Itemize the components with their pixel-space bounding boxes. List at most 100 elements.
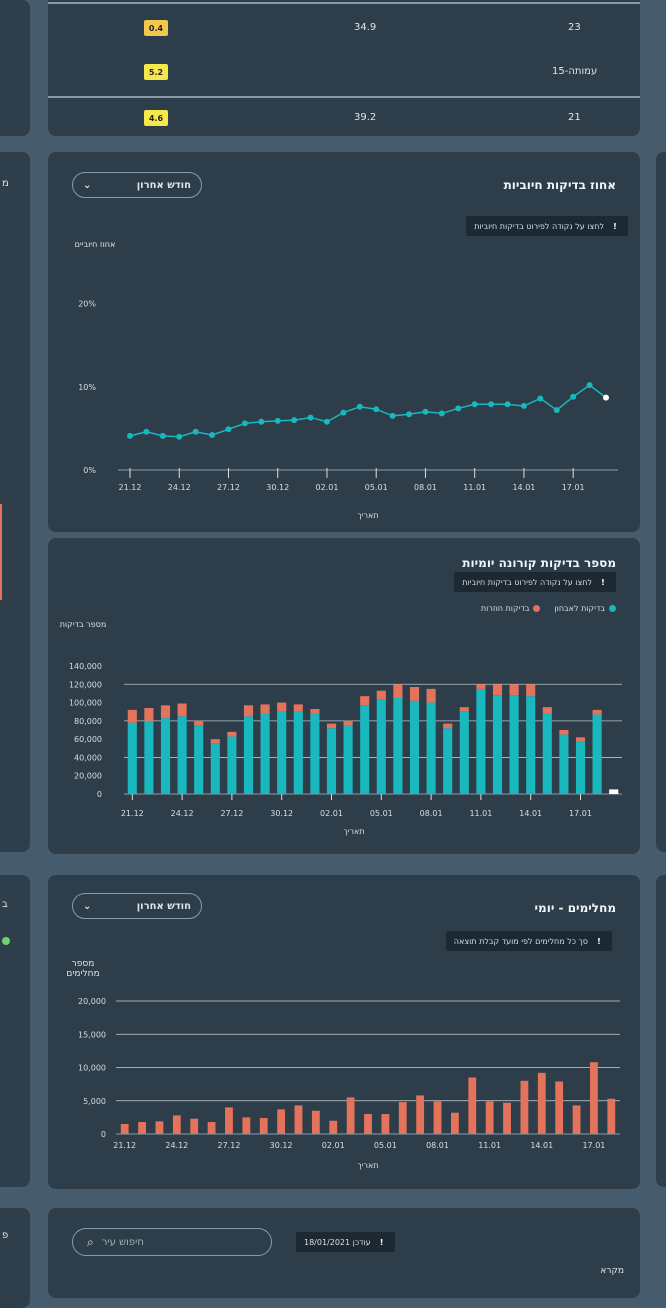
data-point — [356, 403, 363, 410]
search-placeholder: חיפוש עיר — [101, 1236, 144, 1248]
positive-chart-panel: אחוז בדיקות חיוביות חודש אחרון ⌄ ! לחצו … — [48, 152, 640, 532]
bar — [207, 1122, 216, 1134]
x-tick-label: 11.01 — [478, 1141, 501, 1150]
bar-primary — [476, 688, 486, 794]
bar — [346, 1097, 355, 1134]
bar — [311, 1110, 320, 1134]
hosp-chart-note: ! סך כל מחלימים לפי מועד קבלת תוצאה — [445, 931, 612, 951]
dropdown-label: חודש אחרון — [136, 900, 191, 912]
bar — [294, 1105, 303, 1134]
right-edge-panel — [656, 152, 666, 852]
positive-line-chart: 0% 10% 20% 21.12 24.12 27.12 30.12 02.01 05.01 08… — [78, 300, 618, 520]
bar — [190, 1118, 199, 1134]
bar-secondary — [376, 690, 386, 700]
period-dropdown[interactable]: חודש אחרון ⌄ — [72, 893, 202, 919]
data-point — [586, 382, 593, 389]
bar-primary — [542, 713, 552, 794]
bar — [398, 1102, 407, 1134]
legend: בדיקות לאבחון בדיקות חוזרות — [481, 604, 616, 613]
bar-secondary — [260, 704, 270, 714]
hosp-chart-title: מחלימים - יומי — [534, 901, 617, 915]
city-search-input[interactable]: חיפוש עיר ⌕ — [72, 1228, 272, 1256]
badge: 0.4 — [144, 20, 168, 36]
y-tick-label: 0 — [101, 1130, 106, 1139]
data-point — [438, 410, 445, 417]
x-tick-label: 30.12 — [270, 809, 293, 818]
x-tick-label: 27.12 — [218, 1141, 241, 1150]
data-point — [406, 411, 413, 418]
bar — [485, 1101, 494, 1134]
bar-primary — [160, 718, 171, 794]
bar-primary — [127, 722, 137, 794]
bar — [450, 1112, 459, 1134]
bar-primary — [326, 728, 337, 794]
y-tick-label: 20,000 — [74, 772, 102, 781]
data-point — [603, 394, 609, 401]
x-tick-label: 14.01 — [530, 1141, 553, 1150]
x-tick-label: 14.01 — [512, 483, 535, 492]
left-panel-low: ב — [0, 875, 30, 1187]
recovered-bar-chart: 0 5,000 10,000 15,000 20,000 21.12 24.12 27.12 3… — [78, 997, 620, 1170]
y-tick-label: 100,000 — [69, 699, 102, 708]
data-point — [373, 406, 380, 413]
info-icon: ! — [597, 936, 601, 946]
bar-secondary — [210, 739, 220, 744]
bar-primary — [277, 711, 287, 794]
bar-primary — [559, 734, 569, 794]
bar-secondary — [243, 705, 254, 717]
table-divider — [48, 2, 640, 4]
bar-primary — [409, 700, 420, 794]
x-axis-label: תאריך — [357, 511, 378, 520]
y-tick-label: 60,000 — [74, 735, 102, 744]
bar-secondary — [293, 704, 303, 712]
x-tick-label: 21.12 — [121, 809, 144, 818]
bottom-note: ! עודכן 18/01/2021 — [296, 1232, 395, 1252]
x-tick-label: 05.01 — [374, 1141, 397, 1150]
y-tick-label: 10% — [78, 383, 96, 392]
badge: 5.2 — [144, 64, 168, 80]
bar-secondary — [144, 708, 154, 721]
x-tick-label: 02.01 — [320, 809, 343, 818]
x-tick-label: 02.01 — [322, 1141, 345, 1150]
data-point — [159, 432, 166, 439]
bar — [138, 1122, 146, 1134]
x-tick-label: 05.01 — [370, 809, 393, 818]
period-dropdown[interactable]: חודש אחרון ⌄ — [72, 172, 202, 198]
bar-secondary — [559, 730, 569, 735]
y-tick-label: 15,000 — [78, 1030, 106, 1039]
data-point — [520, 402, 527, 409]
bar-secondary — [277, 702, 287, 712]
x-tick-label: 08.01 — [414, 483, 437, 492]
y-tick-label: 120,000 — [69, 680, 102, 689]
x-tick-label: 05.01 — [365, 483, 388, 492]
right-edge-panel-2 — [656, 875, 666, 1187]
bar — [468, 1077, 477, 1134]
bar-primary — [360, 705, 370, 794]
x-tick-label: 17.01 — [562, 483, 585, 492]
bar-primary — [592, 714, 602, 794]
bar-primary — [393, 698, 403, 794]
bar-secondary — [492, 684, 503, 696]
x-tick-label: 21.12 — [119, 483, 142, 492]
y-axis-label: מספר מחלימים — [66, 959, 100, 979]
bar — [329, 1120, 338, 1134]
left-panel-mid: מ — [0, 152, 30, 852]
data-point — [307, 414, 314, 421]
x-tick-label: 02.01 — [316, 483, 339, 492]
y-tick-label: 5,000 — [83, 1097, 106, 1106]
legend-item[interactable]: בדיקות לאבחון — [554, 604, 616, 613]
x-tick-label: 14.01 — [519, 809, 542, 818]
x-tick-label: 27.12 — [217, 483, 240, 492]
note-text: לחצו על נקודה לפירוט בדיקות חיוביות — [462, 577, 592, 587]
bar-secondary — [575, 737, 586, 742]
legend-item[interactable]: בדיקות חוזרות — [481, 604, 541, 613]
bar-secondary — [326, 723, 337, 729]
bar-secondary — [360, 696, 370, 706]
x-tick-label: 30.12 — [270, 1141, 293, 1150]
green-dot — [2, 937, 10, 945]
bar-primary — [227, 736, 237, 794]
left-label-c: פ — [2, 1230, 9, 1241]
bar-primary — [609, 789, 619, 794]
bar-secondary — [343, 720, 353, 726]
note-text: לחצו על נקודה לפירוט בדיקות חיוביות — [474, 221, 604, 231]
